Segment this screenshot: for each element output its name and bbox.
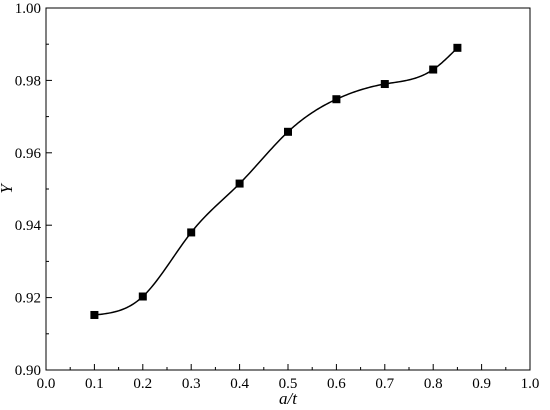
data-point-marker	[187, 228, 196, 237]
y-tick-label: 0.94	[15, 218, 42, 234]
x-axis: 0.0 0.1 0.2 0.3 0.4 0.5 0.6 0.7 0.8 0.9 1.0	[37, 364, 540, 392]
data-markers	[90, 43, 462, 319]
plot-frame	[45, 7, 531, 371]
data-point-marker	[380, 80, 389, 89]
x-tick-label: 0.6	[327, 376, 346, 392]
x-tick-label: 0.5	[279, 376, 298, 392]
x-tick-label: 1.0	[521, 376, 540, 392]
x-tick-label: 0.8	[424, 376, 443, 392]
y-axis-title: Y	[0, 183, 16, 194]
data-point-marker	[90, 310, 99, 319]
data-point-marker	[332, 95, 341, 104]
data-point-marker	[235, 179, 244, 188]
x-tick-label: 0.9	[472, 376, 491, 392]
x-tick-label: 0.2	[133, 376, 152, 392]
y-tick-label: 0.98	[15, 73, 41, 89]
x-tick-label: 0.1	[85, 376, 104, 392]
data-point-marker	[429, 65, 438, 74]
x-tick-label: 0.0	[37, 376, 56, 392]
y-tick-label: 1.00	[15, 1, 41, 17]
fit-curve	[94, 47, 458, 316]
x-axis-title: a/t	[279, 389, 298, 408]
data-point-marker	[138, 292, 147, 301]
y-tick-label: 0.96	[15, 146, 42, 162]
y-tick-label: 0.90	[15, 363, 41, 379]
y-axis: 0.90 0.92 0.94 0.96 0.98 1.00	[15, 1, 52, 379]
data-point-marker	[453, 43, 462, 52]
y-tick-label: 0.92	[15, 291, 41, 307]
x-tick-label: 0.7	[375, 376, 394, 392]
plot-border	[45, 7, 531, 371]
x-tick-label: 0.4	[230, 376, 249, 392]
data-point-marker	[284, 127, 292, 136]
x-tick-label: 0.3	[182, 376, 201, 392]
